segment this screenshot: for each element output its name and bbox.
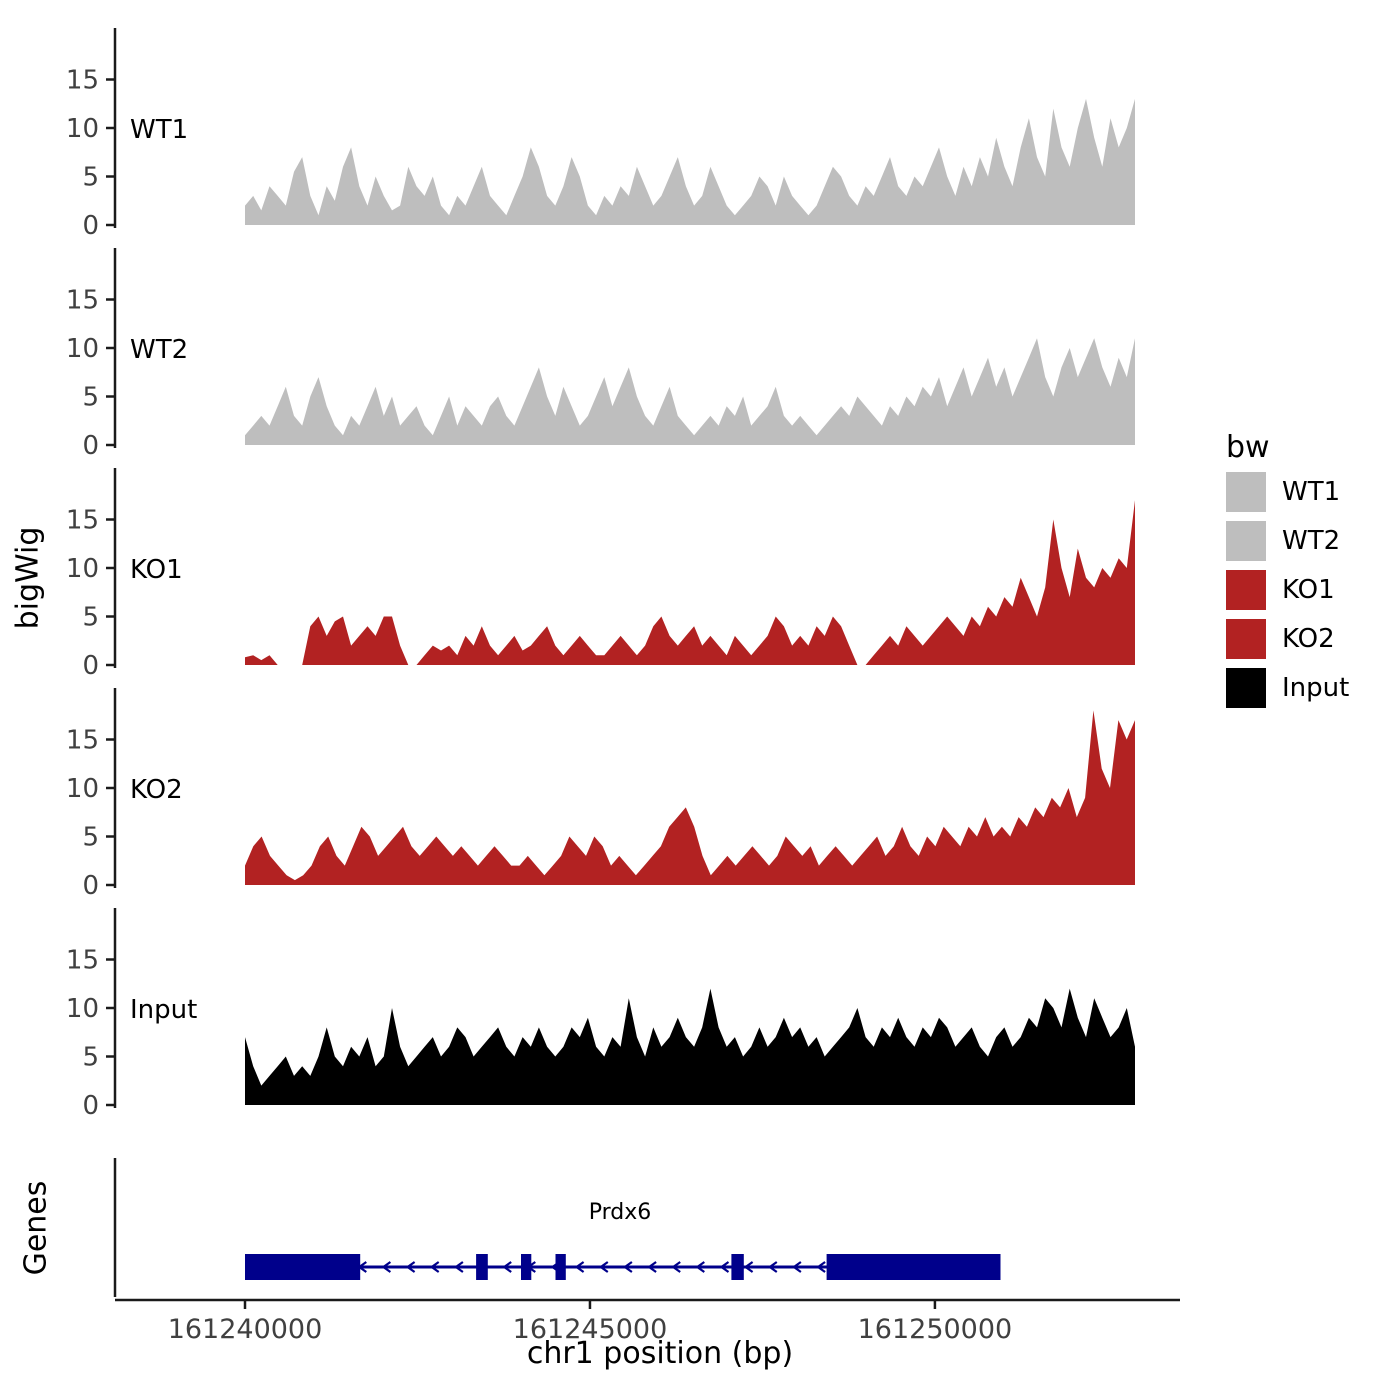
gene-exon — [555, 1254, 566, 1280]
y-tick-label: 15 — [66, 946, 99, 976]
y-tick-label: 15 — [66, 286, 99, 316]
y-tick-label: 15 — [66, 66, 99, 96]
legend-swatch-icon — [1226, 472, 1266, 512]
y-tick-label: 5 — [82, 1043, 99, 1073]
strand-arrow-icon — [671, 1261, 681, 1273]
y-tick-label: 0 — [82, 1091, 99, 1121]
gene-label: Prdx6 — [588, 1200, 652, 1225]
track-label-ko2: KO2 — [130, 775, 183, 805]
legend: WT1 WT2 KO1 KO2 Input — [1226, 472, 1349, 717]
strand-arrow-icon — [719, 1261, 730, 1273]
track-label-input: Input — [130, 995, 198, 1025]
legend-swatch-icon — [1226, 521, 1266, 561]
legend-item-label: KO1 — [1282, 575, 1335, 605]
y-tick-label: 10 — [66, 334, 99, 364]
track-label-ko1: KO1 — [130, 555, 183, 585]
strand-arrow-icon — [695, 1261, 705, 1273]
legend-item-label: KO2 — [1282, 624, 1335, 654]
x-tick-label: 161250000 — [858, 1314, 1013, 1345]
strand-arrow-icon — [816, 1261, 826, 1273]
y-tick-label: 10 — [66, 774, 99, 804]
x-axis-title: chr1 position (bp) — [526, 1336, 794, 1371]
gene-exon — [476, 1254, 488, 1280]
y-tick-label: 5 — [82, 603, 99, 633]
legend-swatch-icon — [1226, 570, 1266, 610]
strand-arrow-icon — [598, 1261, 609, 1273]
y-tick-label: 5 — [82, 383, 99, 413]
track-label-wt2: WT2 — [130, 335, 189, 365]
coverage-area-WT2 — [245, 338, 1135, 445]
legend-item-label: WT2 — [1282, 526, 1341, 556]
legend-item-input: Input — [1226, 668, 1349, 708]
y-tick-label: 10 — [66, 554, 99, 584]
legend-item-label: WT1 — [1282, 477, 1341, 507]
gene-exon — [731, 1254, 744, 1280]
coverage-area-KO1 — [245, 500, 1135, 665]
x-tick-label: 161245000 — [513, 1314, 668, 1345]
y-tick-label: 0 — [82, 871, 99, 901]
y-tick-label: 15 — [66, 726, 99, 756]
strand-arrow-icon — [454, 1261, 464, 1273]
legend-title: bw — [1226, 430, 1270, 465]
legend-swatch-icon — [1226, 619, 1266, 659]
gene-exon — [521, 1254, 532, 1280]
genes-axis-title: Genes — [18, 1180, 54, 1276]
y-axis-title: bigWig — [10, 526, 46, 630]
strand-arrow-icon — [767, 1261, 778, 1273]
y-tick-label: 5 — [82, 163, 99, 193]
strand-arrow-icon — [429, 1261, 440, 1273]
y-tick-label: 10 — [66, 994, 99, 1024]
strand-arrow-icon — [574, 1261, 585, 1273]
y-tick-label: 0 — [82, 211, 99, 241]
y-tick-label: 5 — [82, 823, 99, 853]
legend-item-label: Input — [1282, 673, 1350, 703]
strand-arrow-icon — [647, 1261, 657, 1273]
y-tick-label: 0 — [82, 431, 99, 461]
strand-arrow-icon — [405, 1261, 416, 1273]
legend-swatch-icon — [1226, 668, 1266, 708]
strand-arrow-icon — [792, 1261, 802, 1273]
x-tick-label: 161240000 — [168, 1314, 323, 1345]
strand-arrow-icon — [743, 1261, 754, 1273]
coverage-area-WT1 — [245, 98, 1135, 225]
strand-arrow-icon — [623, 1261, 633, 1273]
y-tick-label: 15 — [66, 506, 99, 536]
y-tick-label: 10 — [66, 114, 99, 144]
strand-arrow-icon — [502, 1261, 512, 1273]
legend-item-wt1: WT1 — [1226, 472, 1349, 512]
legend-item-ko1: KO1 — [1226, 570, 1349, 610]
coverage-area-Input — [245, 988, 1135, 1105]
y-tick-label: 0 — [82, 651, 99, 681]
strand-arrow-icon — [381, 1261, 392, 1273]
gene-exon — [245, 1254, 361, 1280]
legend-item-wt2: WT2 — [1226, 521, 1349, 561]
coverage-area-KO2 — [245, 710, 1135, 885]
track-label-wt1: WT1 — [130, 115, 189, 145]
legend-item-ko2: KO2 — [1226, 619, 1349, 659]
gene-exon — [826, 1254, 1001, 1280]
